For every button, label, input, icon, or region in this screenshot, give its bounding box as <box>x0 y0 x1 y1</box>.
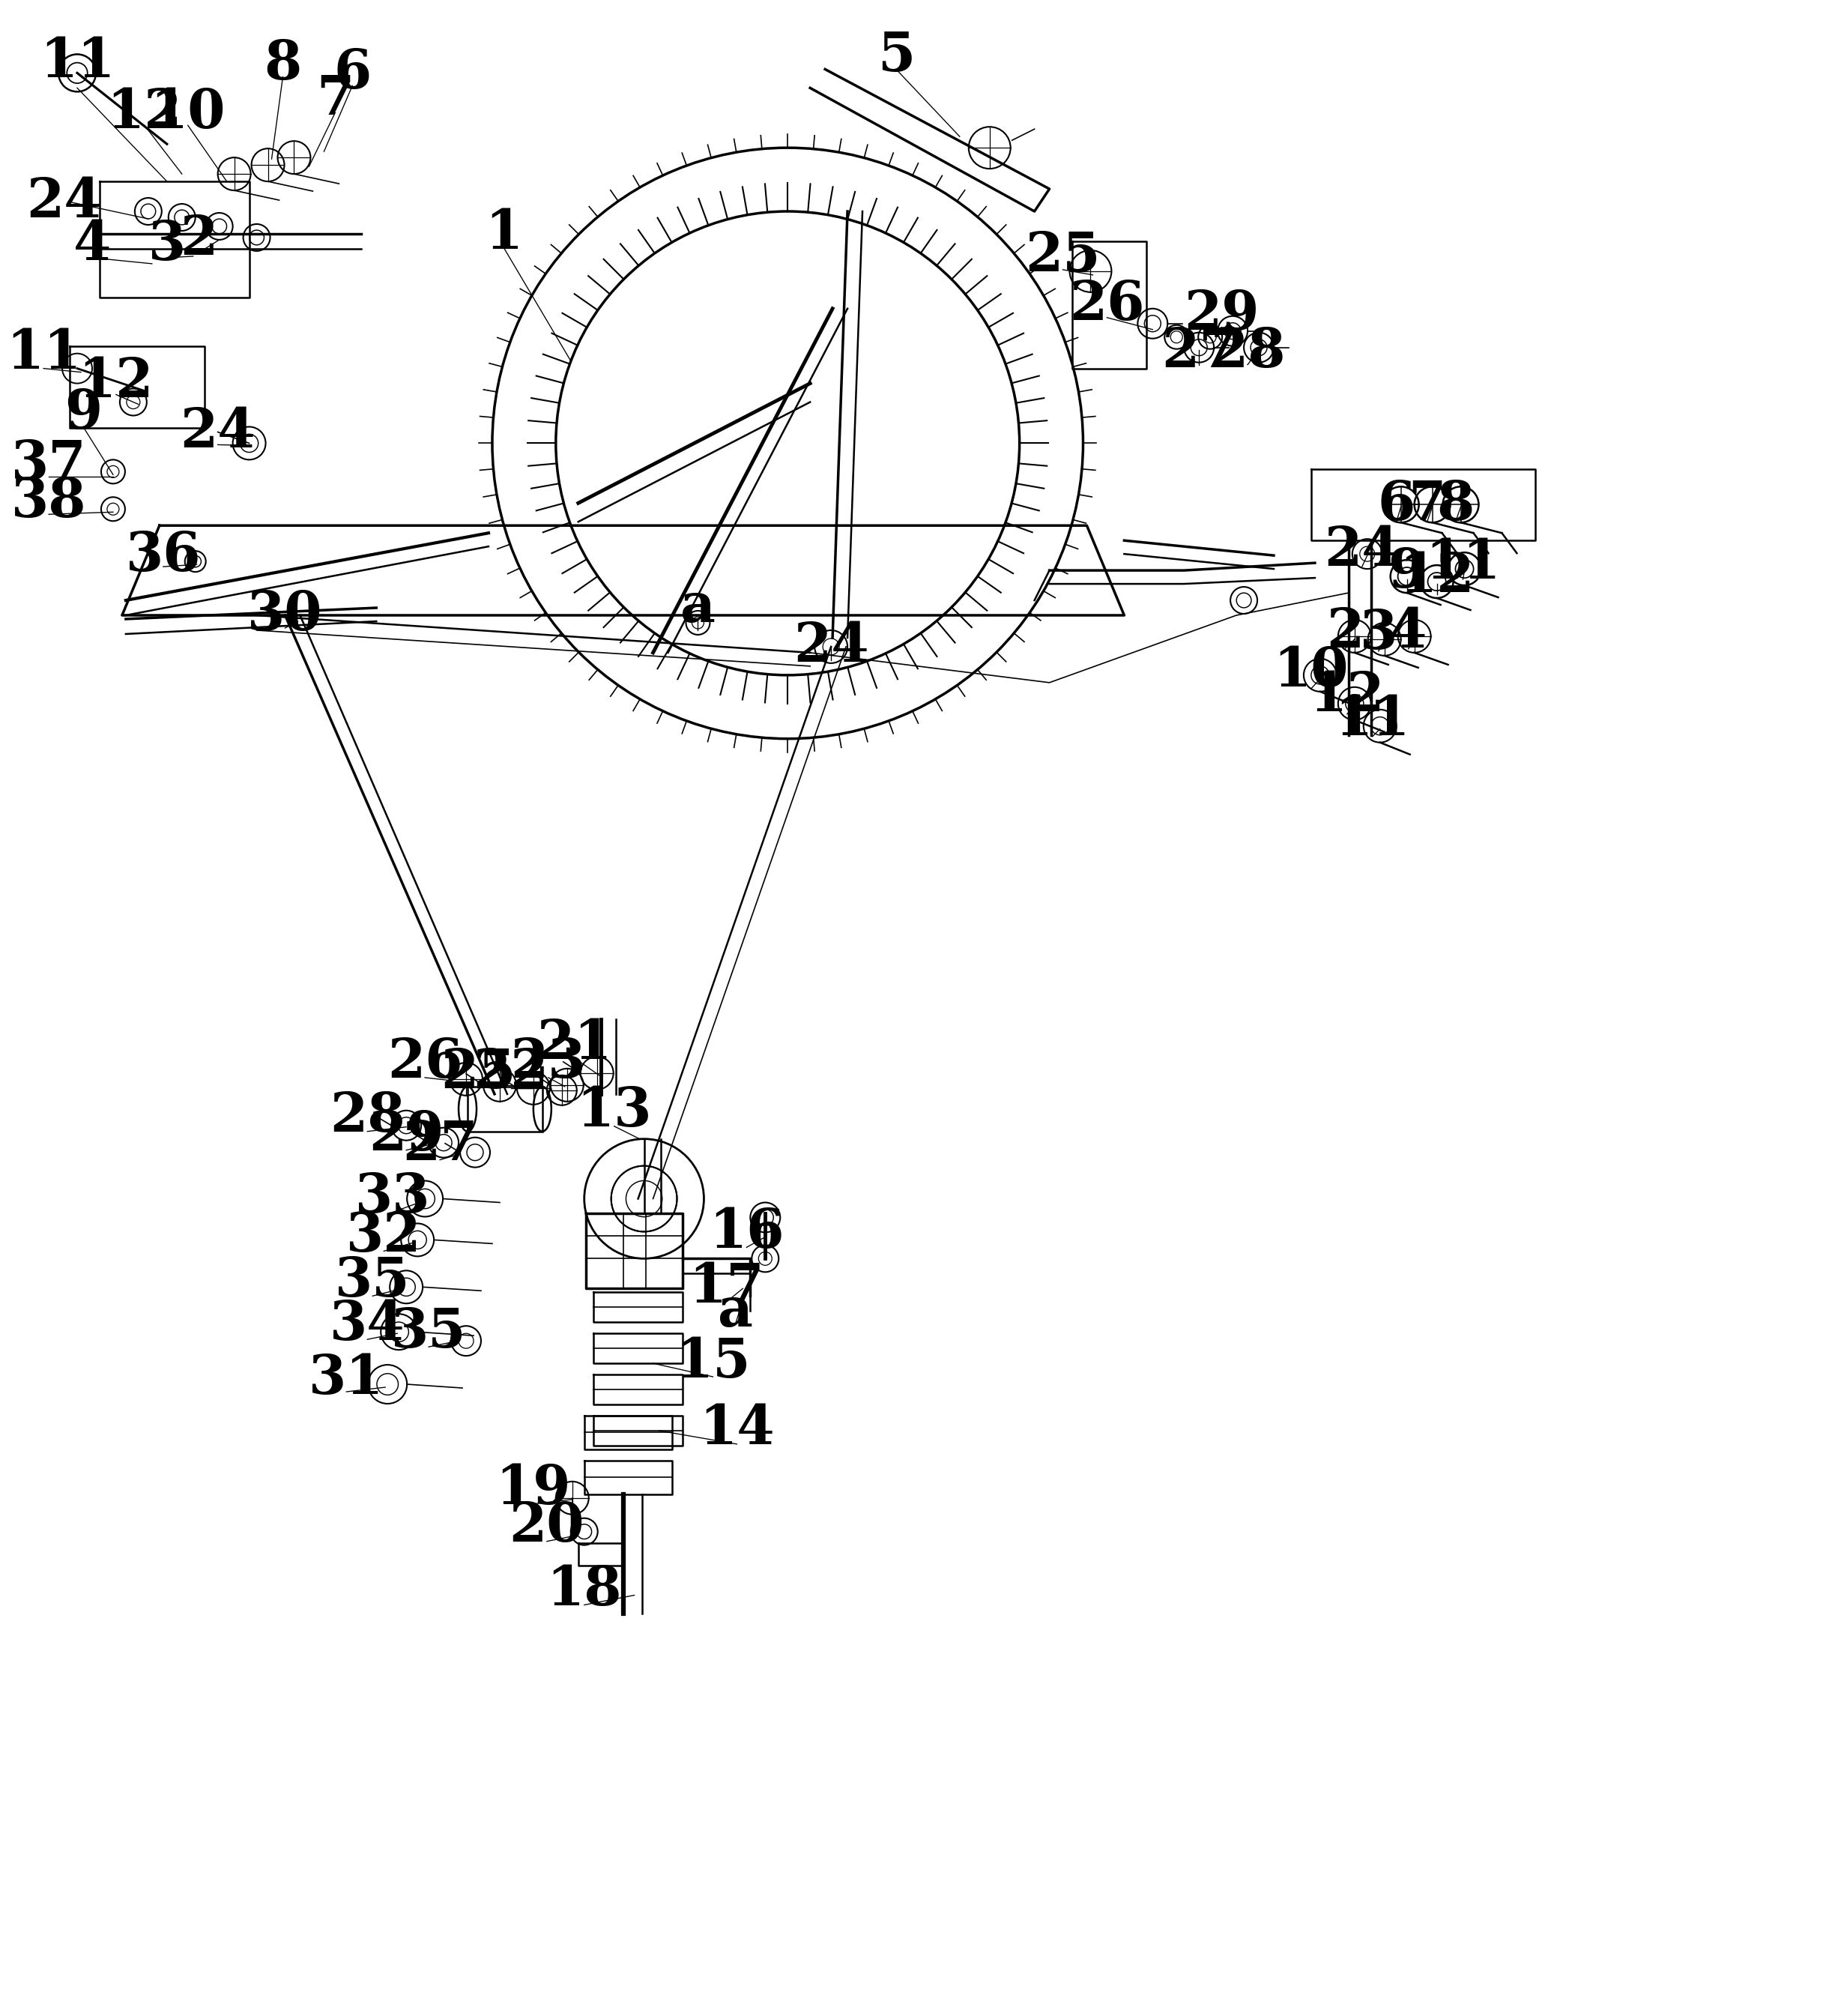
Text: 33: 33 <box>355 1171 430 1224</box>
Text: 15: 15 <box>675 1335 751 1389</box>
Text: 27: 27 <box>1161 325 1236 379</box>
Text: 1: 1 <box>485 208 523 260</box>
Text: 3: 3 <box>148 218 186 272</box>
Text: 28: 28 <box>330 1091 405 1143</box>
Text: 23: 23 <box>510 1036 585 1089</box>
Text: 29: 29 <box>368 1109 443 1161</box>
Text: 37: 37 <box>11 437 86 490</box>
Text: 36: 36 <box>126 528 201 583</box>
Text: 29: 29 <box>1183 288 1260 341</box>
Text: 24: 24 <box>1323 524 1400 577</box>
Text: 6: 6 <box>334 46 372 99</box>
Text: a: a <box>718 1284 753 1337</box>
Text: 35: 35 <box>335 1254 410 1308</box>
Text: 19: 19 <box>496 1462 571 1516</box>
Text: 11: 11 <box>1426 536 1500 589</box>
Text: 2: 2 <box>1325 607 1364 659</box>
Text: 6: 6 <box>1378 478 1415 530</box>
Text: 20: 20 <box>509 1500 585 1552</box>
Text: 31: 31 <box>308 1351 385 1405</box>
Text: 27: 27 <box>403 1119 478 1171</box>
Text: 4: 4 <box>73 218 111 272</box>
Text: 24: 24 <box>26 175 102 228</box>
Text: 12: 12 <box>1309 669 1385 722</box>
Text: 34: 34 <box>330 1298 405 1351</box>
Text: 9: 9 <box>64 387 102 439</box>
Text: 25: 25 <box>1025 230 1101 282</box>
Text: 26: 26 <box>1070 278 1145 331</box>
Text: 11: 11 <box>5 327 82 381</box>
Text: 12: 12 <box>78 355 153 409</box>
Text: 18: 18 <box>547 1562 622 1617</box>
Text: 4: 4 <box>1389 607 1427 659</box>
Text: 3: 3 <box>1360 607 1396 661</box>
Text: 38: 38 <box>11 476 86 528</box>
Text: 2: 2 <box>180 214 219 266</box>
Text: 17: 17 <box>689 1260 764 1314</box>
Text: 11: 11 <box>40 34 115 89</box>
Text: 9: 9 <box>1387 544 1426 599</box>
Text: a: a <box>680 581 715 633</box>
Text: 35: 35 <box>392 1304 467 1359</box>
Text: 7: 7 <box>317 73 354 125</box>
Text: 8: 8 <box>264 38 301 91</box>
Text: 24: 24 <box>180 405 255 458</box>
Text: 26: 26 <box>386 1036 463 1089</box>
Text: 25: 25 <box>441 1046 516 1099</box>
Text: 21: 21 <box>536 1018 613 1070</box>
Text: 7: 7 <box>1407 478 1446 530</box>
Text: 12: 12 <box>108 87 182 139</box>
Text: 22: 22 <box>474 1046 549 1099</box>
Text: 10: 10 <box>1274 645 1349 698</box>
Text: 10: 10 <box>149 87 226 139</box>
Text: 5: 5 <box>877 28 915 83</box>
Text: 32: 32 <box>346 1210 421 1262</box>
Text: 8: 8 <box>1437 478 1475 530</box>
Text: 12: 12 <box>1400 550 1475 603</box>
Text: 28: 28 <box>1210 325 1285 379</box>
Text: 24: 24 <box>793 621 870 673</box>
Text: 11: 11 <box>1334 694 1411 746</box>
Text: 13: 13 <box>576 1085 653 1137</box>
Text: 30: 30 <box>248 589 323 641</box>
Text: 14: 14 <box>698 1403 775 1456</box>
Text: 16: 16 <box>709 1206 784 1260</box>
